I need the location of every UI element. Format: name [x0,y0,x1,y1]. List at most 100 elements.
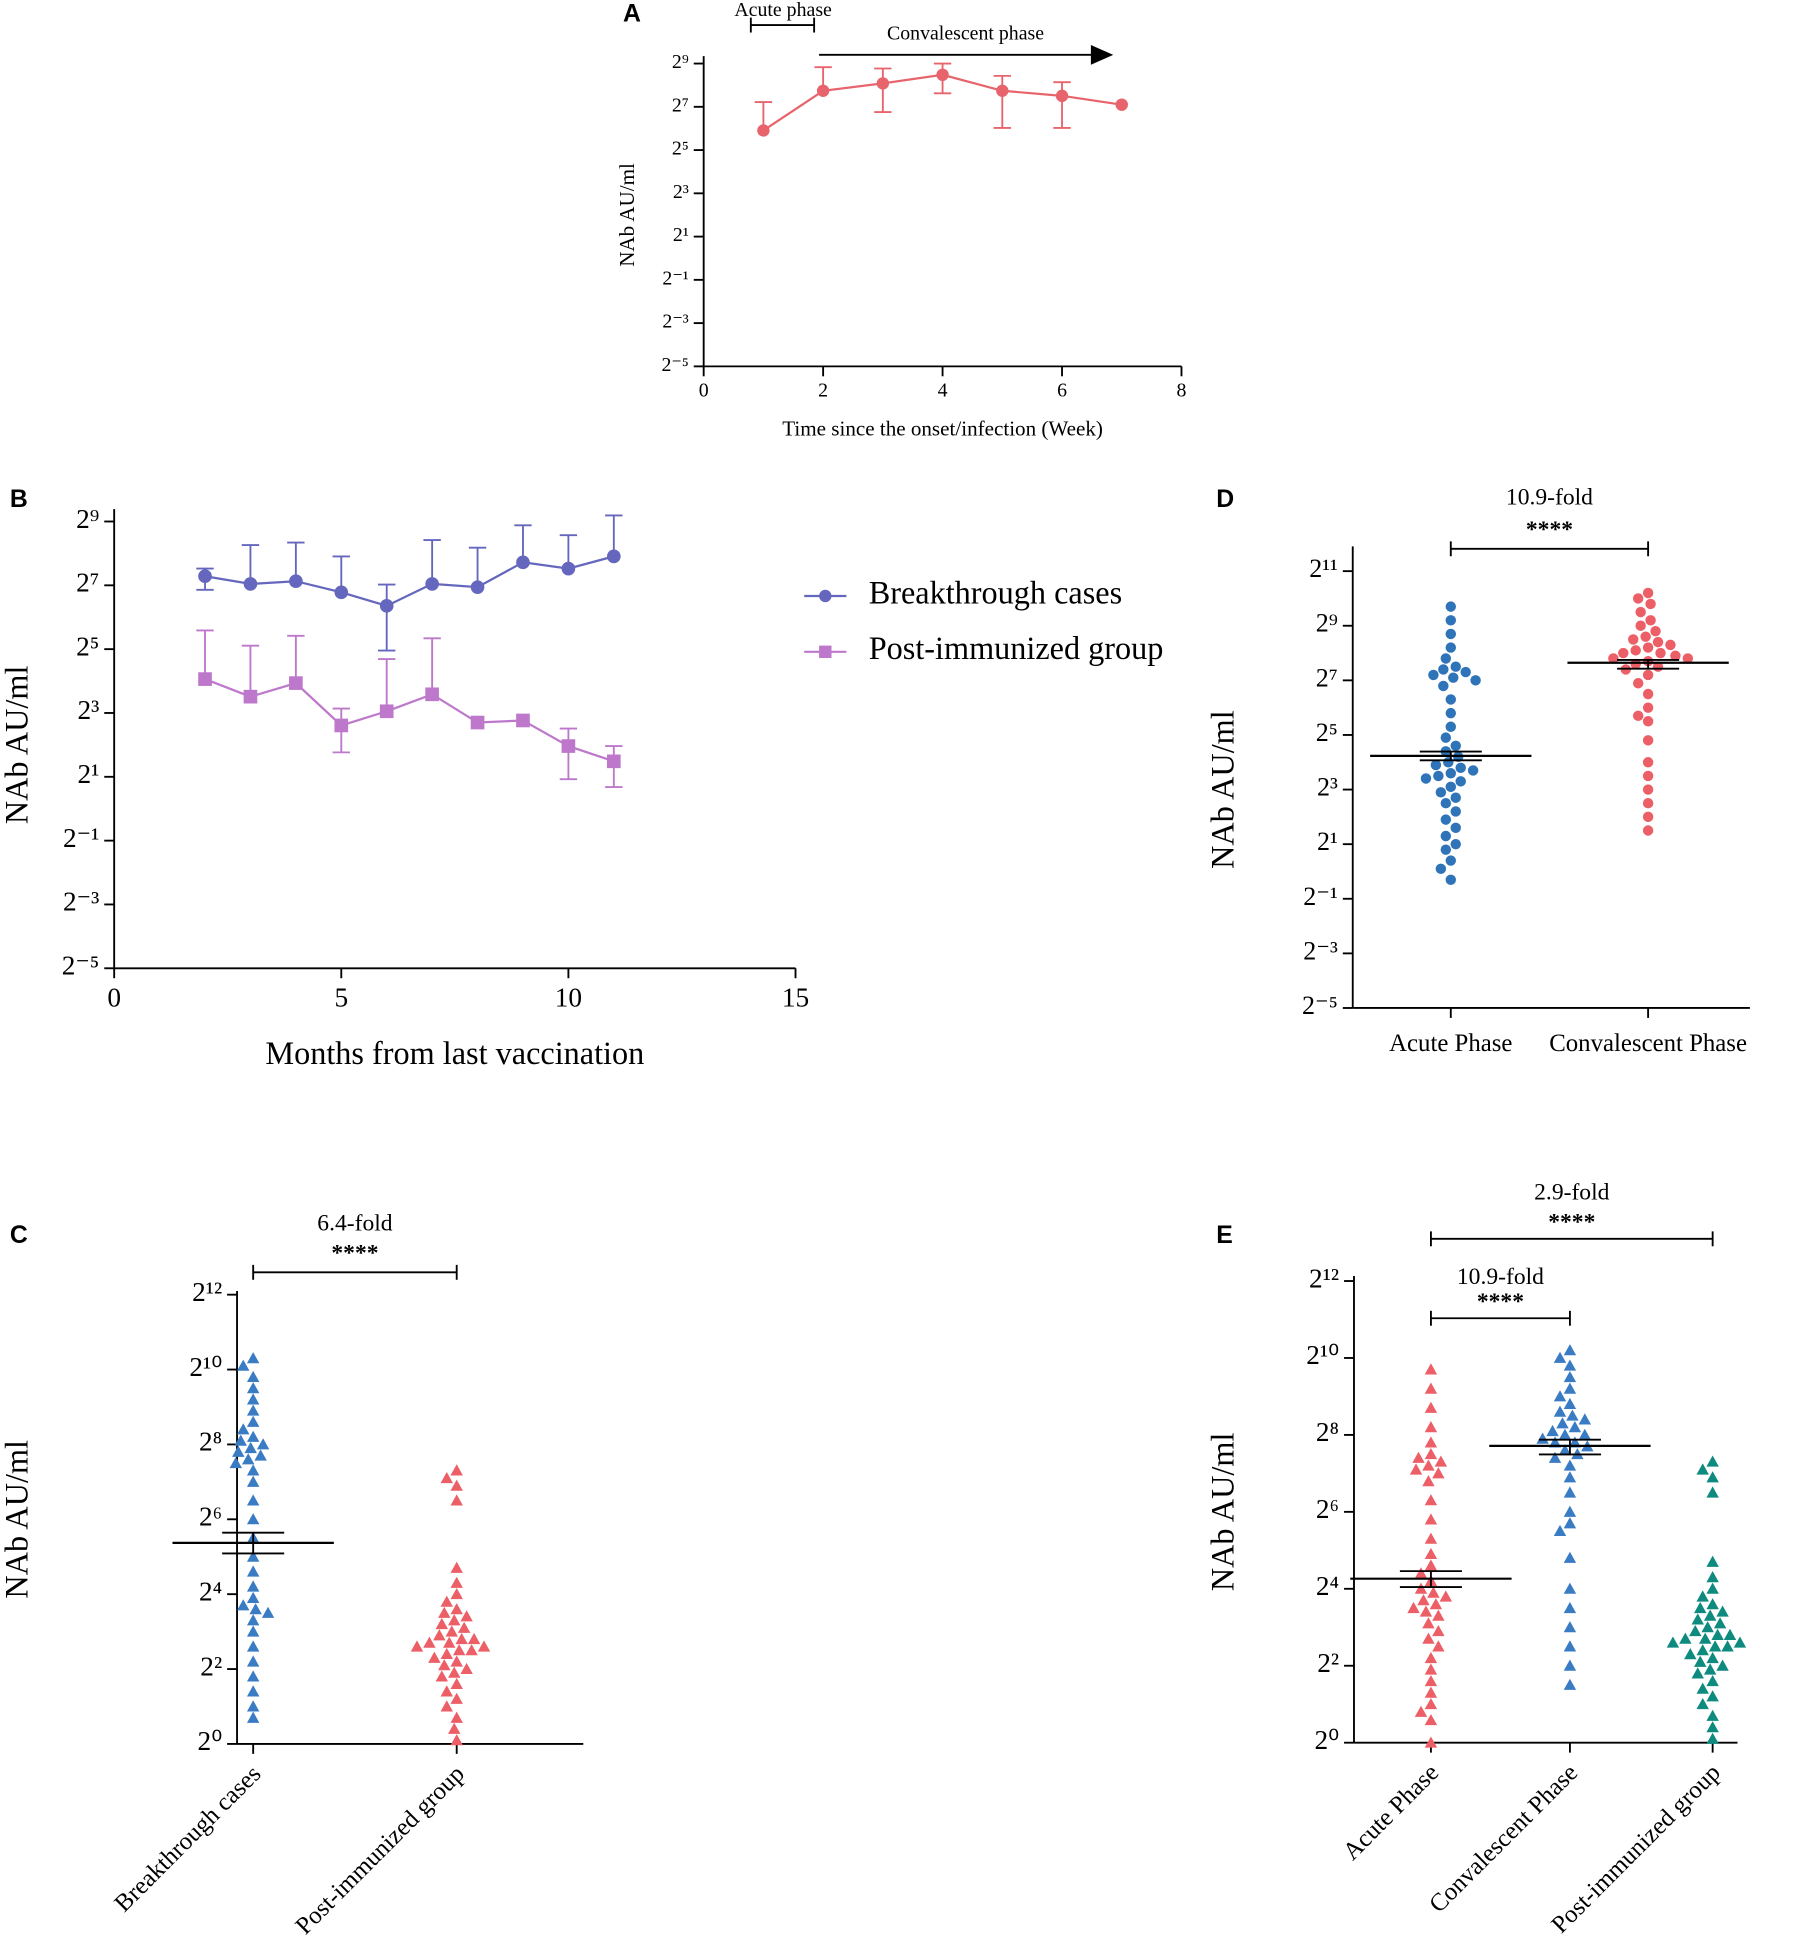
y-tick-label: 2¹ [673,224,689,246]
marker [1443,757,1454,768]
marker [450,1711,463,1723]
marker [1433,770,1444,782]
marker [1645,615,1656,626]
marker [1563,1459,1577,1471]
panel-label: C [10,1222,28,1249]
y-axis-title: NAb AU/ml [0,1440,34,1599]
y-tick-label: 2⁻¹ [63,823,99,853]
marker [1563,1344,1577,1356]
marker [1563,1505,1577,1517]
marker [1553,1405,1567,1417]
marker [1419,1605,1433,1617]
marker [1424,1401,1438,1413]
marker [428,1651,441,1663]
marker [1630,658,1641,670]
marker [438,1606,451,1618]
marker [246,1625,260,1637]
y-tick-label: 2¹² [192,1277,222,1307]
marker [232,1445,245,1457]
marker [433,1629,446,1641]
marker [1424,1447,1438,1460]
marker [1536,1432,1549,1444]
marker [198,569,212,584]
marker [1432,1624,1445,1637]
marker [1440,797,1452,809]
y-tick-label: 2¹² [1309,1263,1339,1293]
marker [1642,784,1654,795]
marker [1666,1636,1680,1648]
marker [1706,1651,1719,1664]
marker [246,1513,260,1525]
x-axis-title: Months from last vaccination [265,1035,644,1071]
marker [256,1438,270,1450]
marker [1568,1436,1582,1448]
marker [1698,1632,1712,1644]
marker [1445,721,1456,732]
marker [1417,1594,1430,1606]
marker [246,1475,260,1487]
marker [410,1640,424,1652]
marker [1432,1467,1445,1479]
y-tick-label: 2⁻³ [63,887,99,917]
y-tick-label: 2⁹ [1316,609,1338,638]
x-tick-label: 2 [818,380,828,402]
marker [1650,625,1661,637]
marker [1691,1667,1704,1679]
marker [606,549,621,564]
marker [1440,814,1452,825]
y-tick-label: 2⁷ [76,568,99,598]
marker [379,704,394,719]
marker [1563,1397,1577,1410]
marker [450,1576,463,1588]
x-tick-label: Acute Phase [1389,1030,1512,1057]
x-tick-label: 5 [334,982,348,1012]
marker [1424,1513,1438,1525]
panel-label: E [1216,1222,1233,1249]
legend-label: Breakthrough cases [869,574,1122,610]
marker [1708,1640,1722,1652]
marker [246,1464,260,1476]
marker [1628,634,1639,645]
marker [876,77,890,90]
y-tick-label: 2⁻³ [1303,936,1338,965]
marker [1618,647,1629,659]
marker [246,1700,260,1712]
marker [1424,1713,1438,1726]
marker [1424,1363,1438,1375]
significance: **** [1477,1289,1524,1315]
marker [1706,1732,1719,1744]
marker [438,1659,451,1671]
marker [1428,669,1439,681]
marker [246,1670,260,1682]
marker [1422,1475,1435,1487]
marker [261,1606,275,1618]
significance: **** [1526,517,1573,543]
marker [425,577,439,591]
marker [1689,1624,1702,1637]
annotation: Convalescent phase [887,23,1044,45]
marker [460,1610,473,1622]
marker [1642,825,1654,836]
marker [1706,1582,1719,1594]
marker [1450,838,1461,850]
marker [246,1614,260,1626]
marker [1445,642,1456,653]
y-tick-label: 2¹¹ [1309,554,1338,583]
marker [1445,628,1456,640]
marker [1716,1659,1729,1671]
marker [1630,645,1641,656]
x-tick-label: Convalescent Phase [1424,1759,1583,1918]
marker [1548,1436,1562,1448]
marker [237,1423,250,1435]
y-tick-label: 2⁶ [1316,1494,1339,1524]
marker [1546,1424,1559,1437]
marker [450,1587,463,1600]
marker [1558,1428,1572,1440]
marker [1422,1459,1435,1471]
marker [1706,1486,1719,1498]
marker [1424,1532,1438,1544]
marker [1706,1555,1719,1567]
marker [1632,678,1644,689]
marker [1696,1682,1709,1694]
